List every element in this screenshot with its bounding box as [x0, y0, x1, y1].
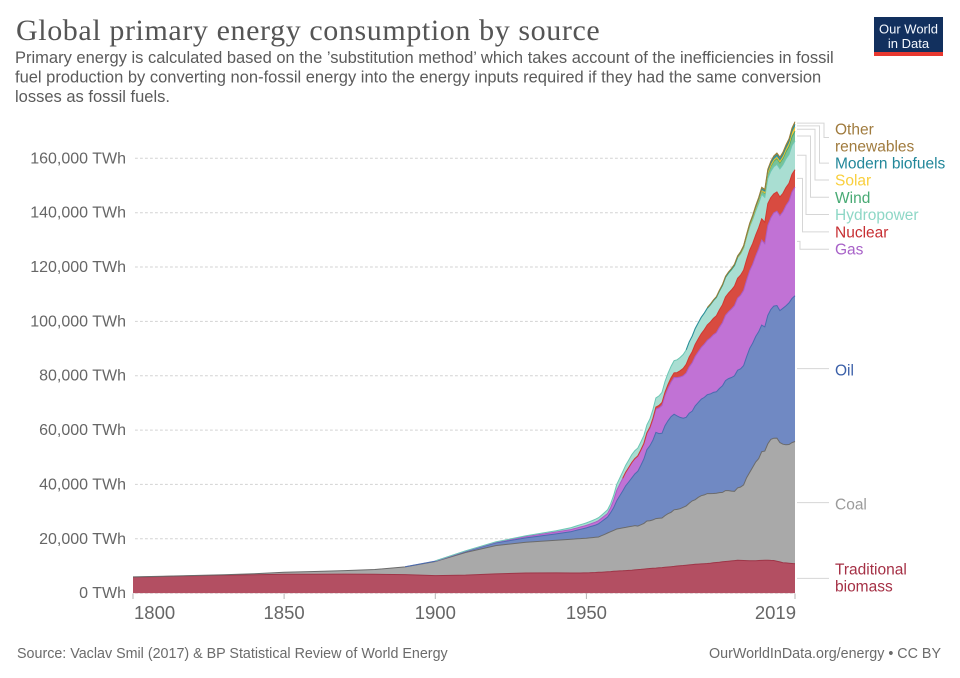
svg-text:100,000 TWh: 100,000 TWh	[30, 313, 126, 330]
svg-text:160,000 TWh: 160,000 TWh	[30, 150, 126, 167]
svg-text:Coal: Coal	[835, 497, 867, 514]
svg-text:140,000 TWh: 140,000 TWh	[30, 205, 126, 222]
svg-text:Other: Other	[835, 121, 874, 138]
svg-text:Our World: Our World	[879, 22, 938, 37]
svg-text:1850: 1850	[264, 602, 305, 623]
svg-text:renewables: renewables	[835, 139, 915, 156]
svg-text:Global primary energy consumpt: Global primary energy consumption by sou…	[16, 14, 600, 47]
svg-text:120,000 TWh: 120,000 TWh	[30, 259, 126, 276]
svg-text:1950: 1950	[566, 602, 607, 623]
svg-text:60,000 TWh: 60,000 TWh	[39, 422, 126, 439]
svg-text:Primary energy is calculated b: Primary energy is calculated based on th…	[15, 49, 834, 67]
svg-text:Gas: Gas	[835, 242, 864, 259]
svg-text:Modern biofuels: Modern biofuels	[835, 156, 946, 173]
svg-text:80,000 TWh: 80,000 TWh	[39, 368, 126, 385]
svg-text:40,000 TWh: 40,000 TWh	[39, 476, 126, 493]
svg-text:0 TWh: 0 TWh	[79, 585, 126, 602]
svg-text:1900: 1900	[415, 602, 456, 623]
svg-text:Hydropower: Hydropower	[835, 207, 919, 224]
svg-text:Nuclear: Nuclear	[835, 224, 888, 241]
svg-text:1800: 1800	[134, 602, 175, 623]
svg-text:fuel production by converting: fuel production by converting non-fossil…	[15, 69, 821, 87]
svg-text:2019: 2019	[755, 602, 796, 623]
svg-text:20,000 TWh: 20,000 TWh	[39, 531, 126, 548]
svg-text:OurWorldInData.org/energy • CC: OurWorldInData.org/energy • CC BY	[709, 646, 941, 662]
svg-text:Traditional: Traditional	[835, 561, 907, 578]
svg-text:Oil: Oil	[835, 363, 854, 380]
svg-text:biomass: biomass	[835, 579, 893, 596]
svg-text:Wind: Wind	[835, 190, 870, 207]
svg-text:in Data: in Data	[888, 36, 930, 51]
svg-text:Source: Vaclav Smil (2017) & B: Source: Vaclav Smil (2017) & BP Statisti…	[17, 646, 449, 662]
svg-text:losses as fossil fuels.: losses as fossil fuels.	[15, 88, 170, 106]
svg-text:Solar: Solar	[835, 173, 871, 190]
